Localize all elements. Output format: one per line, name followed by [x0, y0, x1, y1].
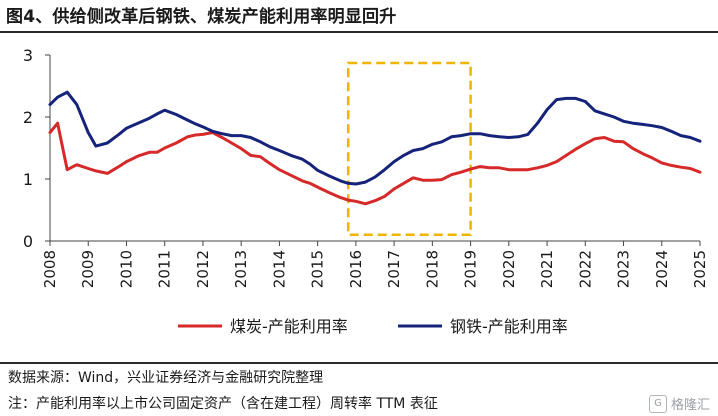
x-tick-label: 2008: [41, 250, 59, 288]
x-tick-label: 2009: [79, 250, 97, 288]
line-chart: 0 1 2 3 2008 2009 2010 2011 2012 2013 2014 2015 2016…: [23, 46, 709, 336]
highlight-rect: [346, 61, 472, 237]
x-tick-label: 2011: [156, 250, 174, 288]
series-line-coal: [48, 121, 702, 206]
chart-legend: 煤炭-产能利用率 钢铁-产能利用率: [178, 317, 568, 336]
highlight-box: [346, 61, 472, 237]
chart-axes: 0 1 2 3 2008 2009 2010 2011 2012 2013 2014 2015 2016…: [23, 46, 709, 288]
watermark-logo-icon: G: [648, 394, 667, 413]
x-tick-label: 2023: [615, 250, 633, 288]
x-tick-label: 2014: [270, 250, 288, 288]
x-tick-label: 2010: [117, 250, 135, 288]
x-tick-label: 2013: [232, 250, 250, 288]
x-tick-label: 2022: [576, 250, 594, 288]
x-tick-label: 2012: [194, 250, 212, 288]
legend-label: 钢铁-产能利用率: [450, 317, 568, 336]
chart-title: 图4、供给侧改革后钢铁、煤炭产能利用率明显回升: [6, 7, 397, 27]
x-tick-label: 2024: [653, 250, 671, 288]
watermark-text: 格隆汇: [670, 398, 710, 413]
definition-note: 注：产能利用率以上市公司固定资产（含在建工程）周转率 TTM 表征: [8, 396, 438, 412]
x-tick-label: 2015: [309, 250, 327, 288]
y-tick-label: 3: [23, 46, 33, 65]
watermark: G 格隆汇: [648, 394, 710, 413]
series-line-steel: [48, 90, 702, 186]
chart-lines: [48, 90, 702, 206]
y-tick-label: 2: [23, 108, 33, 127]
x-tick-label: 2019: [462, 250, 480, 288]
legend-label: 煤炭-产能利用率: [230, 317, 348, 336]
x-tick-label: 2020: [500, 250, 518, 288]
bottom-rule: [0, 362, 718, 364]
x-tick-label: 2017: [385, 250, 403, 288]
x-tick-label: 2025: [691, 250, 709, 288]
x-tick-label: 2021: [538, 250, 556, 288]
y-tick-label: 1: [23, 170, 33, 189]
y-tick-label: 0: [23, 232, 33, 251]
legend-item-steel: 钢铁-产能利用率: [398, 317, 568, 336]
x-tick-label: 2016: [347, 250, 365, 288]
top-rule: [0, 31, 718, 33]
source-note: 数据来源：Wind，兴业证券经济与金融研究院整理: [8, 370, 324, 386]
legend-item-coal: 煤炭-产能利用率: [178, 317, 348, 336]
x-tick-label: 2018: [423, 250, 441, 288]
